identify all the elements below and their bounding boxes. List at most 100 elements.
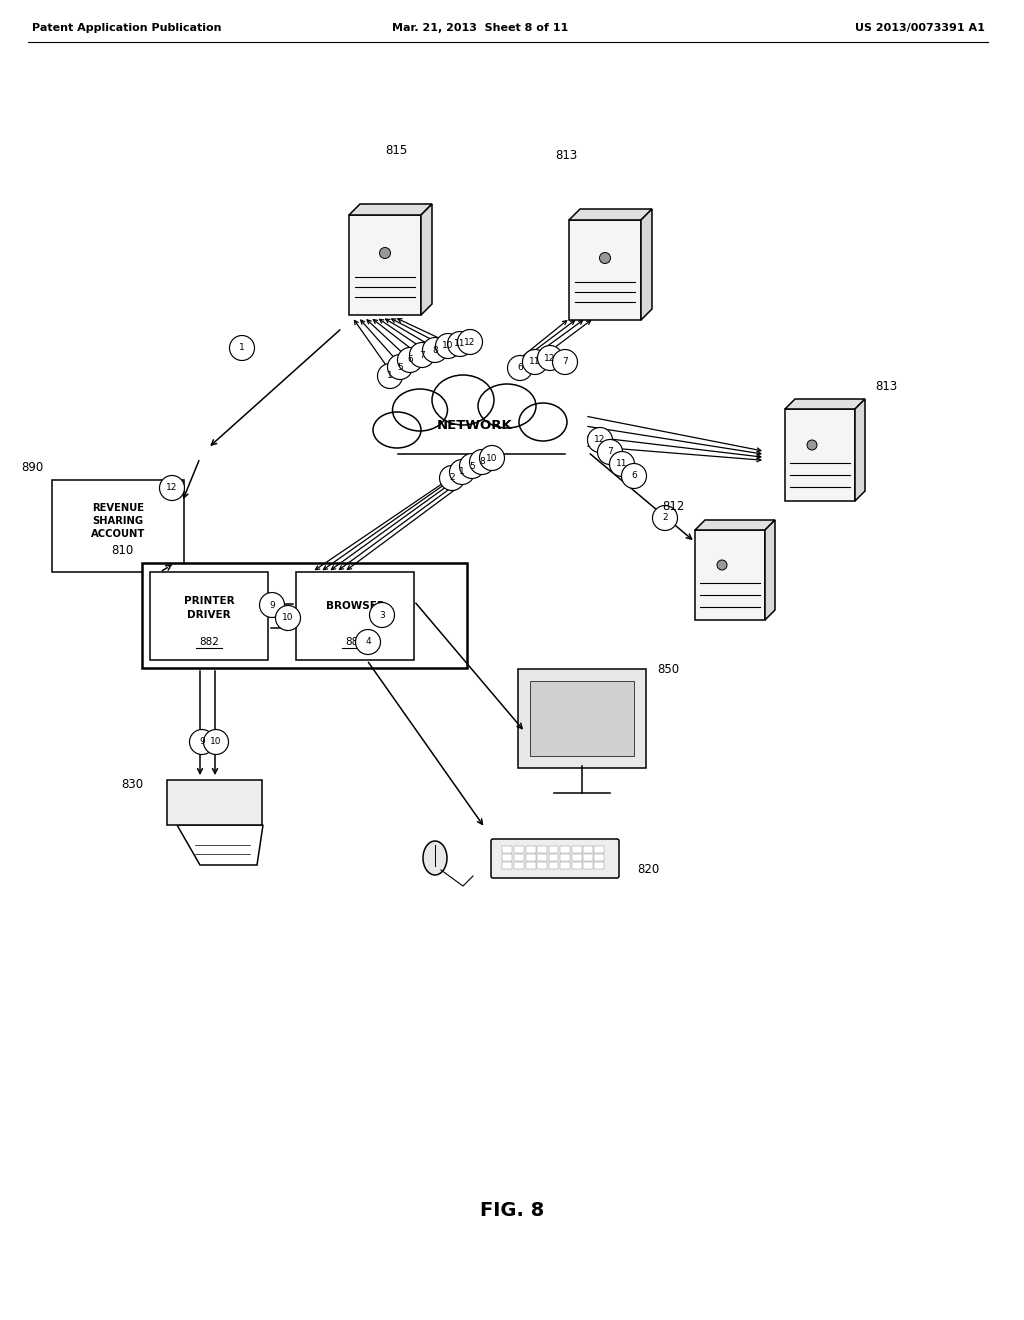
FancyBboxPatch shape [595,862,604,869]
FancyBboxPatch shape [349,215,421,315]
Text: 830: 830 [121,779,143,792]
FancyBboxPatch shape [296,572,414,660]
FancyBboxPatch shape [150,572,268,660]
Text: 1: 1 [459,467,465,477]
FancyBboxPatch shape [549,862,558,869]
Text: 9: 9 [199,738,205,747]
Text: NETWORK: NETWORK [437,418,513,432]
Circle shape [229,335,255,360]
Text: 5: 5 [469,462,475,470]
Circle shape [410,342,434,367]
FancyBboxPatch shape [560,854,570,861]
FancyBboxPatch shape [595,846,604,853]
FancyBboxPatch shape [514,846,524,853]
Polygon shape [765,520,775,620]
FancyBboxPatch shape [514,862,524,869]
FancyBboxPatch shape [583,846,593,853]
FancyBboxPatch shape [537,862,547,869]
Polygon shape [177,825,263,865]
Text: 810: 810 [112,544,134,557]
FancyBboxPatch shape [503,854,512,861]
Ellipse shape [390,403,560,454]
Text: 5: 5 [397,363,402,371]
FancyBboxPatch shape [142,564,467,668]
Circle shape [599,252,610,264]
Text: 8: 8 [432,346,438,355]
Text: 7: 7 [607,447,613,457]
Circle shape [160,475,184,500]
Text: 10: 10 [442,342,454,351]
FancyBboxPatch shape [514,854,524,861]
Ellipse shape [392,389,447,432]
Polygon shape [421,205,432,315]
FancyBboxPatch shape [518,669,646,768]
Circle shape [807,440,817,450]
Circle shape [609,451,635,477]
FancyBboxPatch shape [595,854,604,861]
Circle shape [479,446,505,470]
FancyBboxPatch shape [525,862,536,869]
FancyBboxPatch shape [549,854,558,861]
Text: 882: 882 [199,638,219,647]
Circle shape [717,560,727,570]
FancyBboxPatch shape [52,480,184,572]
Circle shape [622,463,646,488]
FancyBboxPatch shape [571,854,582,861]
Text: 812: 812 [663,500,685,513]
Text: 11: 11 [529,358,541,367]
FancyBboxPatch shape [571,862,582,869]
Circle shape [378,363,402,388]
Polygon shape [855,399,865,502]
FancyBboxPatch shape [549,846,558,853]
Polygon shape [569,209,652,220]
Text: 820: 820 [637,863,659,876]
Text: 2: 2 [450,474,455,483]
Circle shape [189,730,214,755]
Text: 1: 1 [240,343,245,352]
Circle shape [275,606,300,631]
Text: 7: 7 [562,358,568,367]
Text: 883: 883 [345,638,365,647]
Text: 4: 4 [366,638,371,647]
Circle shape [355,630,381,655]
FancyBboxPatch shape [530,681,634,756]
Text: 8: 8 [479,458,485,466]
Circle shape [423,338,447,363]
FancyBboxPatch shape [537,854,547,861]
FancyBboxPatch shape [537,846,547,853]
Text: 10: 10 [283,614,294,623]
Text: 12: 12 [464,338,476,347]
Ellipse shape [373,412,421,447]
Circle shape [380,248,390,259]
Text: Patent Application Publication: Patent Application Publication [32,22,221,33]
FancyBboxPatch shape [503,846,512,853]
FancyBboxPatch shape [167,780,262,825]
FancyBboxPatch shape [785,409,855,502]
Ellipse shape [519,403,567,441]
Text: 815: 815 [385,144,408,157]
Text: 6: 6 [517,363,523,372]
FancyBboxPatch shape [695,531,765,620]
Text: 11: 11 [455,339,466,348]
Circle shape [447,331,472,356]
FancyBboxPatch shape [525,846,536,853]
Ellipse shape [478,384,536,428]
Text: 850: 850 [657,663,679,676]
Circle shape [435,334,461,359]
FancyBboxPatch shape [583,862,593,869]
FancyBboxPatch shape [569,220,641,319]
FancyBboxPatch shape [503,862,512,869]
Circle shape [597,440,623,465]
Circle shape [460,454,484,479]
Circle shape [588,428,612,453]
Circle shape [450,459,474,484]
FancyBboxPatch shape [560,862,570,869]
FancyBboxPatch shape [490,840,618,878]
Circle shape [387,355,413,380]
FancyBboxPatch shape [571,846,582,853]
Polygon shape [785,399,865,409]
Circle shape [522,350,548,375]
Circle shape [469,450,495,474]
Text: 11: 11 [616,459,628,469]
FancyBboxPatch shape [525,854,536,861]
